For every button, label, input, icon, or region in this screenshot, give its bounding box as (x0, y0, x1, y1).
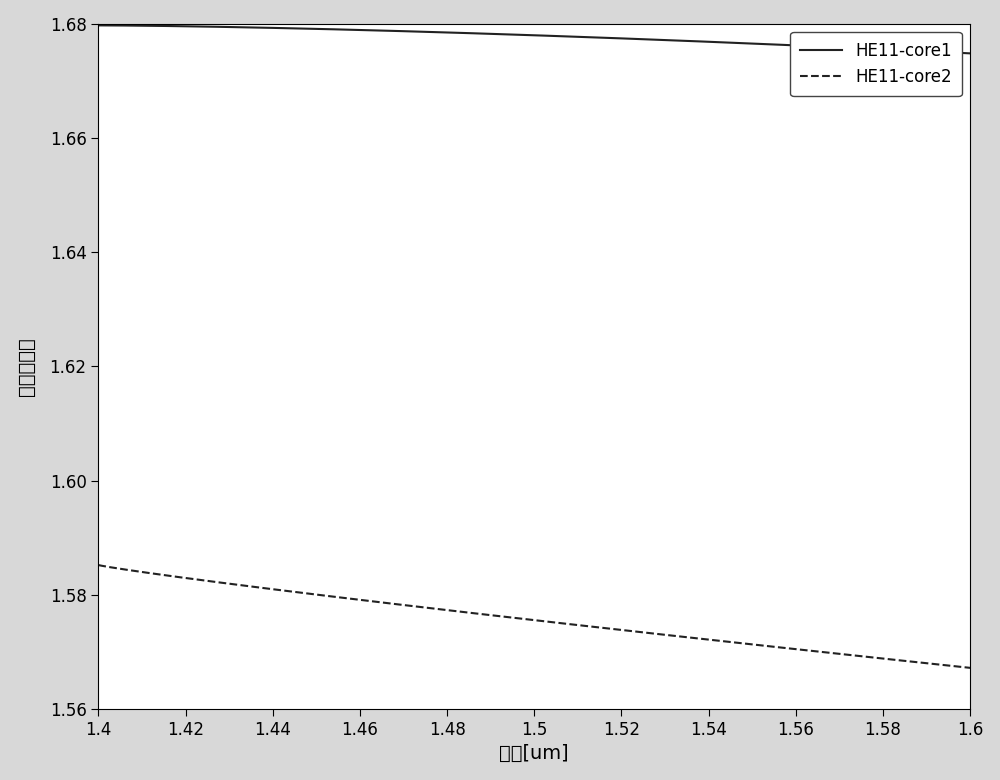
X-axis label: 波长[um]: 波长[um] (499, 744, 569, 764)
HE11-core2 (564, 619, 576, 629)
Y-axis label: 有效折射率: 有效折射率 (17, 337, 36, 395)
Line: HE11-core1: HE11-core1 (98, 26, 970, 53)
HE11-core2 (964, 663, 976, 672)
HE11-core1 (611, 34, 623, 43)
HE11-core2 (611, 625, 623, 634)
HE11-core2 (512, 614, 524, 623)
HE11-core2 (92, 560, 104, 569)
HE11-core2 (506, 613, 518, 622)
HE11-core1 (943, 48, 955, 57)
HE11-core2 (943, 661, 955, 670)
HE11-core1 (506, 30, 518, 39)
HE11-core1 (92, 21, 104, 30)
HE11-core1 (964, 48, 976, 58)
HE11-core1 (512, 30, 524, 40)
HE11-core2 (807, 647, 819, 656)
Legend: HE11-core1, HE11-core2: HE11-core1, HE11-core2 (790, 32, 962, 97)
HE11-core1 (807, 41, 819, 51)
Line: HE11-core2: HE11-core2 (98, 565, 970, 668)
HE11-core1 (564, 32, 576, 41)
